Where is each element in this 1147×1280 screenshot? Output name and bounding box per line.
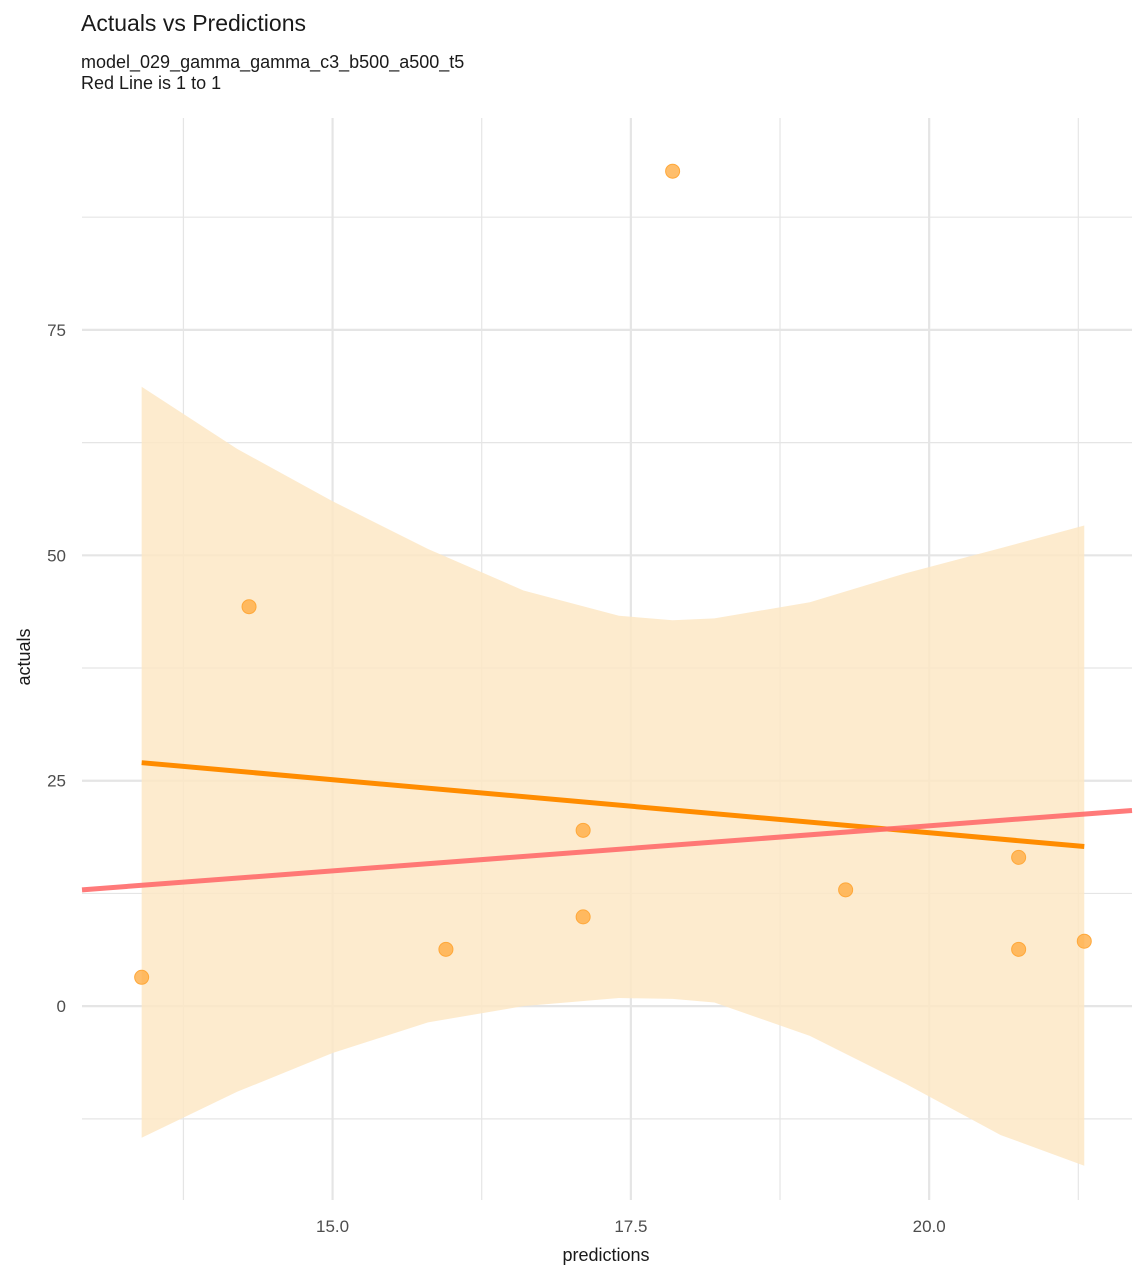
confidence-band: [141, 386, 1085, 1166]
data-point-4: [575, 822, 591, 838]
tick-labels: 15.0 17.5 20.0 0 25 50 75: [47, 321, 946, 1236]
data-point-8: [1011, 941, 1027, 957]
data-point-9: [1076, 933, 1092, 949]
regression-line: [141, 760, 1085, 850]
chart-subtitle-line-1: model_029_gamma_gamma_c3_b500_a500_t5: [81, 52, 465, 72]
chart-subtitle: model_029_gamma_gamma_c3_b500_a500_t5 Re…: [81, 52, 464, 94]
x-tick-label-0: 15.0: [316, 1217, 349, 1236]
data-point-6: [838, 882, 854, 898]
data-point-3: [575, 909, 591, 925]
x-tick-label-1: 17.5: [614, 1217, 647, 1236]
x-tick-label-2: 20.0: [913, 1217, 946, 1236]
confidence-band-area: [141, 386, 1085, 1166]
data-point-5: [665, 163, 681, 179]
data-point-1: [241, 599, 257, 615]
y-tick-label-3: 75: [47, 321, 66, 340]
x-axis-title: predictions: [562, 1245, 649, 1265]
y-tick-label-1: 25: [47, 772, 66, 791]
trend-lines: [81, 760, 1133, 893]
data-points: [134, 163, 1092, 985]
data-point-7: [1011, 849, 1027, 865]
data-point-2: [438, 941, 454, 957]
chart-subtitle-line-2: Red Line is 1 to 1: [81, 73, 222, 93]
chart-title: Actuals vs Predictions: [81, 10, 306, 36]
y-axis-title: actuals: [14, 628, 34, 685]
y-tick-label-0: 0: [57, 997, 66, 1016]
data-point-0: [134, 969, 150, 985]
y-tick-label-2: 50: [47, 546, 66, 565]
identity-line: [81, 807, 1133, 893]
